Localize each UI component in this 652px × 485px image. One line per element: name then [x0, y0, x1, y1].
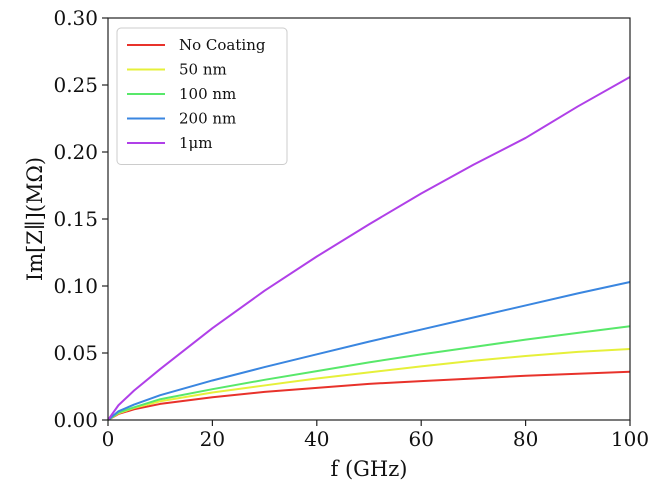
y-axis-label: Im[Z∥](MΩ)	[23, 157, 47, 281]
series-lines	[107, 76, 631, 421]
legend-label: 200 nm	[179, 110, 236, 128]
axis-ticks: 0 20 40 60 80 100 0.00 0.05 0.10 0.15 0.20 0.25 0.30	[53, 6, 649, 451]
y-tick-label: 0.05	[53, 341, 98, 365]
y-tick-label: 0.10	[53, 274, 98, 298]
y-tick-label: 0.25	[53, 73, 98, 97]
y-tick-label: 0.30	[53, 6, 98, 30]
x-tick-label: 100	[611, 427, 649, 451]
x-tick-label: 0	[102, 427, 115, 451]
x-axis-label: f (GHz)	[331, 457, 408, 481]
legend-label: 50 nm	[179, 61, 227, 79]
legend-label: No Coating	[179, 36, 266, 54]
x-tick-label: 40	[304, 427, 329, 451]
series-line-no-coating	[107, 370, 631, 421]
x-tick-label: 60	[408, 427, 433, 451]
series-line-100-nm	[107, 325, 631, 421]
legend-label: 1μm	[179, 134, 213, 152]
legend-box	[116, 27, 288, 165]
y-tick-label: 0.20	[53, 140, 98, 164]
y-tick-label: 0.15	[53, 207, 98, 231]
legend-label: 100 nm	[179, 85, 236, 103]
x-tick-label: 20	[200, 427, 225, 451]
series-line-200-nm	[107, 281, 631, 421]
y-tick-label: 0.00	[53, 408, 98, 432]
legend: No Coating 50 nm 100 nm 200 nm 1μm	[116, 27, 288, 165]
series-line-1-m	[107, 76, 631, 421]
x-tick-label: 80	[513, 427, 538, 451]
